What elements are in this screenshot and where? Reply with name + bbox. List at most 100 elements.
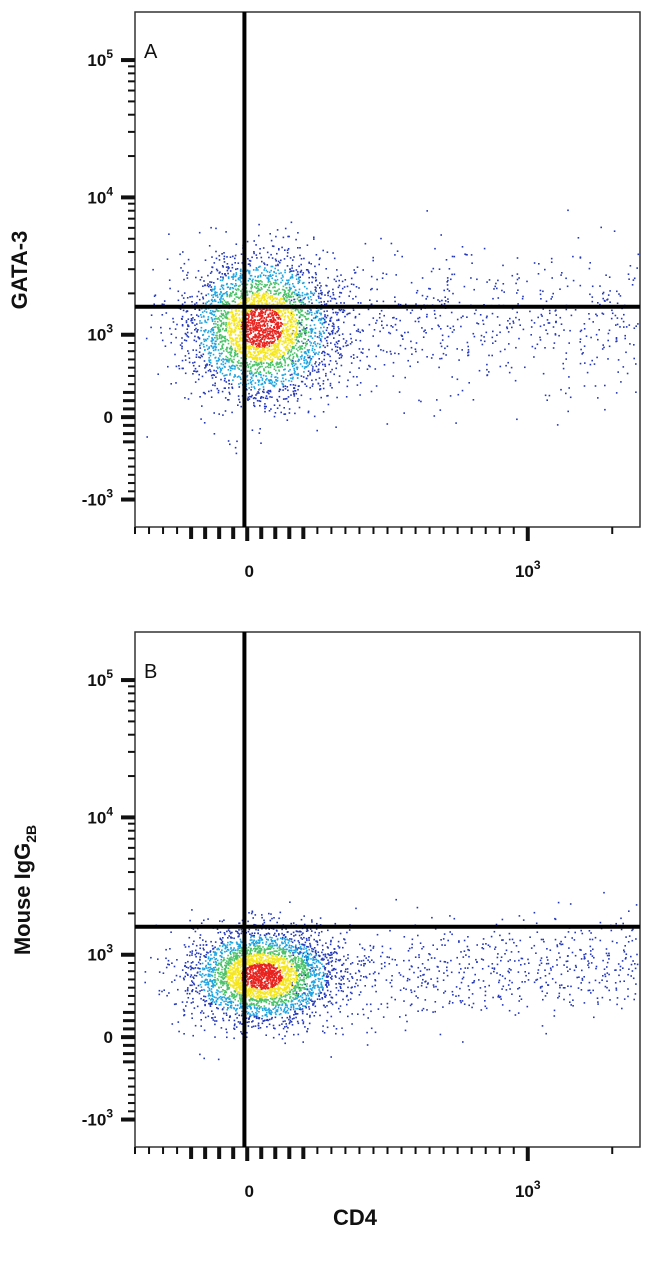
event-dot	[264, 302, 266, 305]
event-dot	[280, 1007, 282, 1009]
event-dot	[219, 995, 222, 998]
event-dot	[298, 301, 301, 303]
event-dot	[375, 322, 377, 324]
event-dot	[604, 384, 606, 387]
event-dot	[253, 402, 255, 404]
event-dot	[608, 952, 610, 955]
event-dot	[235, 319, 237, 322]
event-dot	[304, 330, 306, 332]
event-dot	[186, 331, 189, 334]
event-dot	[285, 295, 287, 298]
event-dot	[424, 329, 426, 331]
event-dot	[311, 292, 314, 295]
event-dot	[323, 318, 326, 321]
event-dot	[499, 350, 502, 353]
event-dot	[275, 312, 278, 315]
event-dot	[265, 963, 267, 966]
event-dot	[602, 344, 604, 346]
event-dot	[326, 314, 329, 317]
event-dot	[223, 340, 225, 342]
event-dot	[214, 285, 216, 288]
event-dot	[637, 323, 639, 325]
event-dot	[303, 371, 305, 373]
event-dot	[258, 400, 261, 402]
event-dot	[360, 351, 363, 354]
event-dot	[186, 297, 189, 299]
event-dot	[258, 350, 261, 352]
event-dot	[293, 336, 296, 339]
event-dot	[293, 367, 295, 370]
event-dot	[486, 363, 488, 366]
event-dot	[286, 334, 289, 337]
event-dot	[507, 361, 509, 364]
event-dot	[343, 321, 345, 324]
event-dot	[260, 383, 262, 386]
event-dot	[310, 934, 312, 937]
event-dot	[294, 344, 297, 347]
event-dot	[338, 308, 341, 311]
event-dot	[323, 332, 325, 334]
event-dot	[304, 311, 307, 314]
event-dot	[624, 337, 626, 340]
event-dot	[268, 302, 271, 304]
event-dot	[207, 283, 209, 285]
event-dot	[456, 348, 458, 350]
event-dot	[273, 321, 276, 324]
event-dot	[275, 383, 278, 385]
event-dot	[292, 376, 294, 379]
event-dot	[284, 388, 287, 390]
event-dot	[146, 436, 148, 438]
event-dot	[320, 301, 322, 303]
event-dot	[256, 976, 258, 978]
event-dot	[282, 384, 285, 386]
event-dot	[272, 334, 275, 337]
event-dot	[324, 346, 326, 349]
event-dot	[277, 338, 279, 340]
event-dot	[268, 354, 271, 356]
event-dot	[284, 271, 286, 274]
event-dot	[241, 373, 243, 375]
event-dot	[322, 382, 325, 385]
event-dot	[276, 943, 278, 946]
event-dot	[289, 302, 291, 305]
event-dot	[250, 376, 253, 379]
event-dot	[407, 331, 409, 334]
event-dot	[319, 967, 321, 970]
event-dot	[270, 269, 272, 272]
event-dot	[292, 365, 294, 368]
event-dot	[192, 373, 194, 375]
event-dot	[260, 396, 262, 399]
event-dot	[343, 286, 346, 288]
event-dot	[234, 375, 236, 377]
event-dot	[255, 957, 258, 960]
event-dot	[293, 256, 295, 258]
event-dot	[526, 1005, 529, 1008]
event-dot	[246, 283, 249, 286]
event-dot	[302, 329, 304, 331]
event-dot	[250, 343, 253, 345]
event-dot	[508, 343, 510, 345]
event-dot	[452, 325, 455, 328]
event-dot	[272, 1004, 275, 1006]
event-dot	[313, 369, 316, 372]
event-dot	[223, 375, 225, 377]
event-dot	[287, 292, 290, 295]
event-dot	[298, 964, 300, 966]
event-dot	[241, 313, 243, 315]
event-dot	[190, 392, 193, 395]
event-dot	[295, 990, 298, 993]
event-dot	[270, 265, 273, 268]
event-dot	[309, 361, 311, 363]
event-dot	[233, 294, 236, 296]
event-dot	[211, 328, 213, 330]
event-dot	[333, 327, 335, 330]
event-dot	[318, 973, 320, 975]
event-dot	[604, 975, 607, 978]
event-dot	[296, 1020, 299, 1023]
event-dot	[272, 314, 275, 317]
event-dot	[372, 961, 375, 964]
event-dot	[232, 368, 234, 370]
event-dot	[313, 987, 316, 989]
event-dot	[261, 973, 264, 976]
event-dot	[282, 380, 285, 383]
